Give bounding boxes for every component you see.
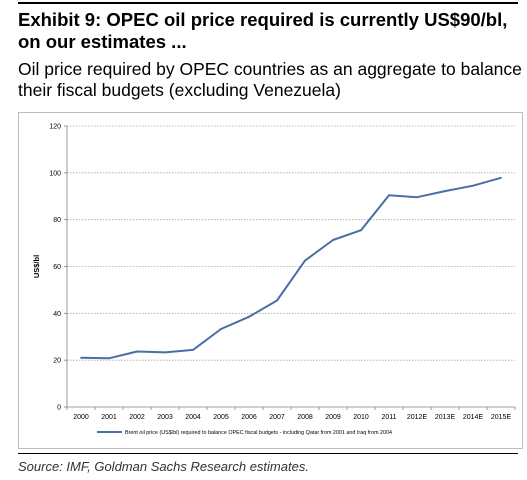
data-point-2007 xyxy=(276,299,278,302)
legend-label-0: Brent oil price (US$/bl) required to bal… xyxy=(125,430,392,436)
x-tick-label-2012E: 2012E xyxy=(407,414,428,421)
y-tick-label-100: 100 xyxy=(49,170,61,177)
data-point-2002 xyxy=(136,350,138,353)
x-tick-label-2008: 2008 xyxy=(297,414,313,421)
y-tick-label-20: 20 xyxy=(53,358,61,365)
x-tick-label-2000: 2000 xyxy=(73,414,89,421)
y-axis-title: US$/bl xyxy=(32,255,41,278)
data-point-2009 xyxy=(332,239,334,241)
x-tick-label-2002: 2002 xyxy=(129,414,145,421)
x-tick-label-2005: 2005 xyxy=(213,414,229,421)
x-tick-label-2013E: 2013E xyxy=(435,414,456,421)
data-point-2000 xyxy=(80,356,82,359)
exhibit-subtitle: Oil price required by OPEC countries as … xyxy=(18,59,522,100)
x-tick-label-2011: 2011 xyxy=(381,414,396,421)
x-tick-label-2007: 2007 xyxy=(269,414,285,421)
y-tick-label-120: 120 xyxy=(49,124,61,131)
x-tick-label-2006: 2006 xyxy=(241,414,257,421)
data-point-2006 xyxy=(248,315,250,318)
top-rule xyxy=(18,2,518,4)
data-point-2005 xyxy=(220,328,222,330)
data-point-2013E xyxy=(444,190,446,192)
data-point-2003 xyxy=(164,351,166,354)
data-point-2014E xyxy=(472,184,474,187)
bottom-rule xyxy=(18,453,518,454)
x-tick-label-2009: 2009 xyxy=(325,414,341,421)
x-tick-label-2015E: 2015E xyxy=(491,414,512,421)
source-note: Source: IMF, Goldman Sachs Research esti… xyxy=(18,459,309,474)
y-tick-label-0: 0 xyxy=(57,405,61,412)
series-line-0 xyxy=(80,176,502,360)
y-tick-label-40: 40 xyxy=(53,311,61,318)
data-point-2010 xyxy=(360,229,362,232)
data-point-2008 xyxy=(304,259,306,262)
data-point-2012E xyxy=(416,196,418,199)
exhibit-title: Exhibit 9: OPEC oil price required is cu… xyxy=(18,9,508,52)
data-point-2015E xyxy=(500,176,502,179)
x-tick-label-2003: 2003 xyxy=(157,414,173,421)
x-tick-label-2004: 2004 xyxy=(185,414,201,421)
x-tick-label-2001: 2001 xyxy=(101,414,117,421)
data-point-2011 xyxy=(388,194,390,197)
x-tick-label-2010: 2010 xyxy=(353,414,369,421)
data-point-2001 xyxy=(108,357,110,360)
y-tick-label-60: 60 xyxy=(53,264,61,271)
y-tick-label-80: 80 xyxy=(53,217,61,224)
chart-area xyxy=(18,112,523,449)
data-point-2004 xyxy=(192,348,194,351)
x-tick-label-2014E: 2014E xyxy=(463,414,484,421)
